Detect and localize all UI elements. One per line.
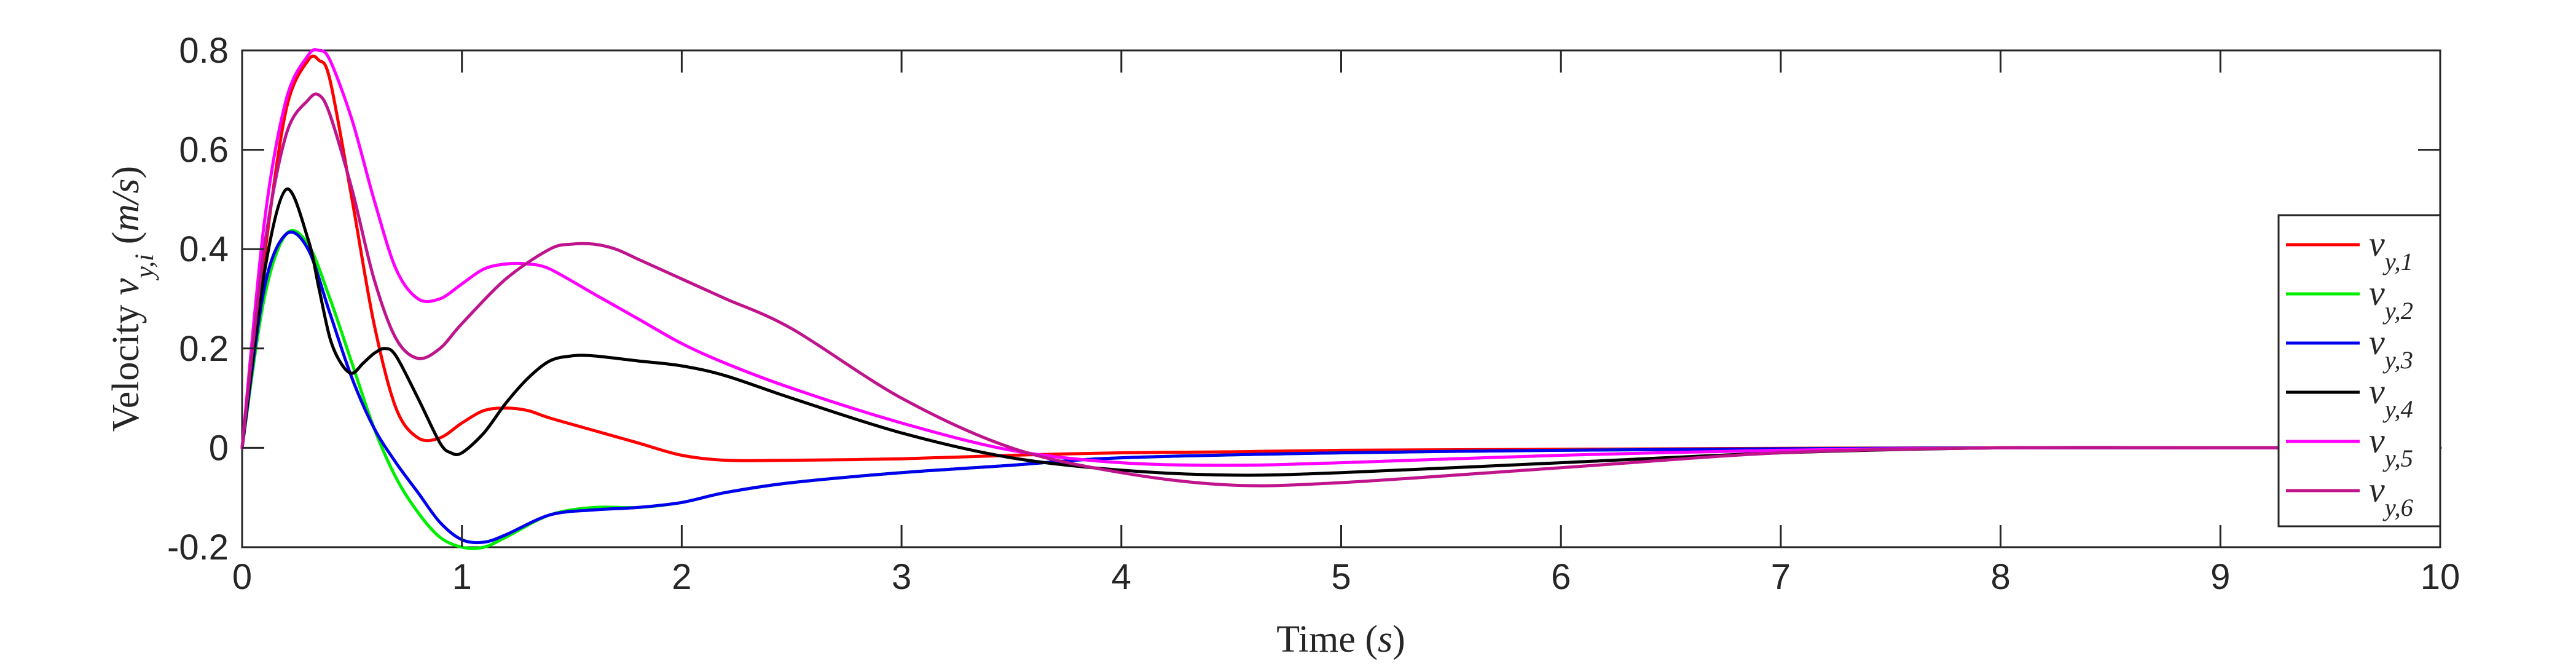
y-tick-label: 0.4	[179, 229, 229, 269]
plot-area	[241, 49, 2441, 548]
y-tick-label: 0.2	[179, 329, 229, 369]
y-axis-label: Velocity vy,i (m/s)	[105, 166, 159, 432]
x-tick-label: 3	[892, 557, 911, 597]
legend-label-3: vy,3	[2369, 322, 2413, 374]
legend-label-2: vy,2	[2369, 273, 2413, 325]
legend-label-5: vy,5	[2369, 421, 2413, 472]
legend-box	[2277, 214, 2441, 528]
x-tick-label: 10	[2421, 557, 2460, 597]
legend-label-4: vy,4	[2369, 371, 2413, 423]
legend-label-6: vy,6	[2369, 470, 2414, 521]
y-tick-label: -0.2	[167, 528, 229, 567]
legend: vy,1vy,2vy,3vy,4vy,5vy,6	[2277, 214, 2441, 528]
x-tick-label: 4	[1112, 557, 1131, 597]
series-line-4	[240, 187, 2442, 477]
x-axis-label: Time (s)	[1276, 619, 1405, 660]
series-layer	[240, 48, 2442, 550]
series-line-5	[240, 48, 2442, 467]
ticks-layer: 0 1 2 3 4 5 6 7 8 9 10-0.200.20.40.60.8	[167, 31, 2460, 597]
x-tick-label: 6	[1551, 557, 1571, 597]
x-tick-label: 0	[232, 557, 252, 597]
series-line-6	[240, 92, 2442, 488]
y-tick-label: 0	[209, 428, 229, 468]
x-tick-label: 1	[452, 557, 472, 597]
x-tick-label: 8	[1990, 557, 2010, 597]
x-tick-label: 2	[672, 557, 691, 597]
y-tick-label: 0.6	[179, 130, 229, 170]
x-tick-label: 5	[1331, 557, 1351, 597]
legend-label-1: vy,1	[2369, 224, 2413, 275]
x-tick-label: 9	[2210, 557, 2230, 597]
x-tick-label: 7	[1771, 557, 1791, 597]
y-tick-label: 0.8	[179, 31, 229, 71]
